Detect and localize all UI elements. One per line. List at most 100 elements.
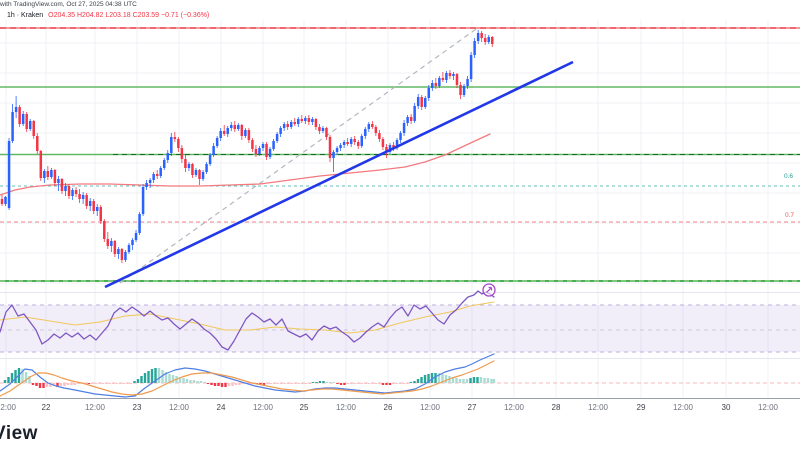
candle — [279, 128, 282, 134]
candle — [138, 214, 141, 233]
macd-histogram-bar — [276, 383, 280, 384]
candle — [39, 151, 43, 178]
candle — [420, 97, 423, 107]
candle — [85, 195, 88, 206]
candle — [399, 133, 402, 140]
macd-histogram-bar — [133, 381, 136, 383]
candle — [328, 137, 332, 158]
candle — [110, 241, 113, 246]
macd-histogram-bar — [343, 383, 346, 385]
macd-histogram-bar — [154, 368, 157, 383]
candle — [289, 122, 293, 127]
candle — [60, 179, 64, 191]
candle — [71, 190, 74, 196]
macd-histogram-bar — [45, 383, 49, 387]
guide-trendline[interactable] — [119, 26, 480, 284]
time-axis-label: 12:00 — [84, 403, 106, 412]
time-axis[interactable]: 12:00 22 12:00 23 12:00 24 12:00 25 12:00 26 12:00… — [0, 401, 800, 416]
macd-histogram-bar — [458, 379, 462, 383]
macd-histogram-bar — [332, 382, 336, 383]
candle — [487, 37, 490, 42]
symbol-legend[interactable]: 1h · Kraken O204.35 H204.82 L203.18 C203… — [7, 12, 209, 19]
candle — [212, 146, 215, 155]
macd-histogram-bar — [122, 383, 126, 384]
tradingview-logo: View — [0, 423, 38, 444]
macd-histogram-bar — [420, 377, 423, 383]
price-levels[interactable]: 0.6 0.7 — [0, 27, 800, 282]
macd-histogram-bar — [7, 377, 10, 383]
candle — [356, 142, 360, 146]
macd-histogram-bar — [182, 378, 185, 383]
candle — [187, 164, 191, 168]
watermark-attribution: with TradingView.com, Oct 27, 2025 04:38… — [0, 1, 137, 8]
candle — [155, 174, 159, 176]
macd-histogram-bar — [402, 383, 406, 384]
candle — [455, 74, 459, 85]
macd-histogram-bar — [199, 381, 203, 383]
candle — [406, 117, 409, 123]
macd-histogram-bar — [168, 374, 171, 383]
candle — [124, 252, 127, 260]
candle — [32, 121, 35, 136]
time-axis-label: 12:00 — [168, 403, 190, 412]
macd-histogram-bar — [217, 383, 220, 386]
macd-histogram-bar — [416, 379, 420, 383]
macd-histogram-bar — [325, 382, 329, 383]
macd-histogram-bar — [31, 383, 35, 385]
macd-histogram-bar — [469, 378, 472, 383]
macd-histogram-bar — [259, 383, 262, 385]
time-axis-label: 24 — [216, 403, 226, 412]
macd-histogram-bar — [353, 383, 357, 384]
time-axis-label: 27 — [467, 403, 477, 412]
macd-histogram-bar — [437, 373, 441, 383]
macd-histogram-bar — [171, 375, 175, 383]
macd-histogram-bar — [360, 383, 364, 384]
candle — [222, 131, 226, 134]
macd-histogram-bar — [444, 375, 448, 383]
time-axis-label: 12:00 — [0, 403, 17, 412]
macd-histogram-bar — [378, 383, 381, 384]
candle — [99, 207, 103, 221]
macd-histogram-bar — [224, 383, 227, 387]
candle — [57, 179, 60, 183]
macd-histogram-bar — [441, 374, 444, 383]
macd-histogram-bar — [213, 383, 217, 386]
macd-histogram-bar — [210, 383, 213, 385]
candle — [423, 98, 427, 107]
macd-histogram-bar — [385, 383, 388, 385]
macd-histogram-bar — [399, 383, 402, 384]
candle — [282, 124, 286, 128]
macd-histogram-bar — [220, 383, 224, 387]
candle — [469, 55, 473, 79]
candle — [339, 145, 342, 148]
macd-histogram-bar — [189, 380, 192, 383]
time-axis-label: 25 — [299, 403, 309, 412]
macd-histogram-bar — [392, 383, 395, 384]
fib-level-label: 0.6 — [784, 173, 793, 180]
candle — [445, 73, 448, 80]
arrow-marker[interactable] — [482, 283, 496, 297]
macd-histogram-bar — [318, 381, 322, 383]
ascending-trendline[interactable] — [104, 60, 574, 289]
candle — [106, 239, 110, 246]
candle — [466, 79, 469, 86]
candle — [332, 152, 335, 158]
candle — [208, 155, 212, 164]
candle — [240, 125, 244, 136]
candle — [416, 97, 420, 106]
macd-histogram-bar — [301, 383, 304, 384]
macd-histogram-bar — [427, 374, 430, 383]
macd-histogram-bar — [112, 383, 115, 384]
macd-histogram-bar — [273, 383, 276, 384]
candle — [374, 127, 378, 133]
macd-histogram-bar — [70, 383, 73, 385]
candle — [92, 201, 95, 211]
macd-histogram-bar — [304, 383, 308, 384]
macd-histogram-bar — [290, 383, 294, 384]
macd-histogram-bar — [434, 373, 437, 383]
macd-histogram-bar — [346, 383, 350, 384]
candle — [261, 144, 265, 148]
candle — [402, 123, 406, 133]
candle — [21, 114, 25, 124]
